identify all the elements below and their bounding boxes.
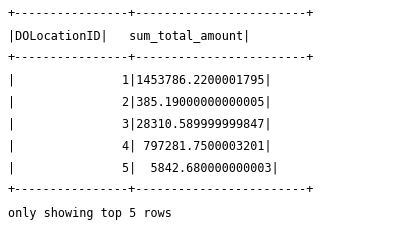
Text: |               4| 797281.7500003201|: | 4| 797281.7500003201| [8, 139, 272, 152]
Text: +----------------+------------------------+: +----------------+----------------------… [8, 7, 314, 20]
Text: |               2|385.19000000000005|: | 2|385.19000000000005| [8, 95, 272, 108]
Text: |DOLocationID|   sum_total_amount|: |DOLocationID| sum_total_amount| [8, 29, 250, 42]
Text: |               3|28310.589999999847|: | 3|28310.589999999847| [8, 117, 272, 130]
Text: |               1|1453786.2200001795|: | 1|1453786.2200001795| [8, 73, 272, 86]
Text: only showing top 5 rows: only showing top 5 rows [8, 207, 172, 220]
Text: +----------------+------------------------+: +----------------+----------------------… [8, 183, 314, 196]
Text: |               5|  5842.680000000003|: | 5| 5842.680000000003| [8, 161, 279, 174]
Text: +----------------+------------------------+: +----------------+----------------------… [8, 51, 314, 64]
